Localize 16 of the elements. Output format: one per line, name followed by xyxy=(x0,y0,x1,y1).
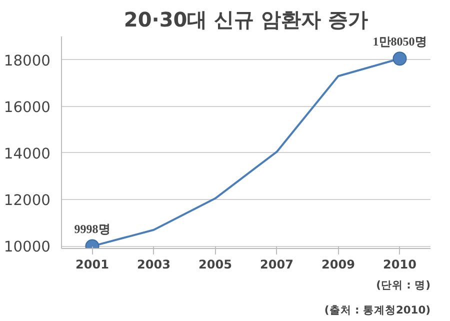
x-tick-label: 2010 xyxy=(383,258,416,272)
x-tick-label: 2001 xyxy=(76,258,109,272)
x-tick-label: 2009 xyxy=(322,258,355,272)
y-tick-label: 18000 xyxy=(4,52,50,70)
x-tick-label: 2005 xyxy=(198,258,232,272)
text: (단위 : 명) xyxy=(376,278,430,292)
text: (출처 : 통계청2010) xyxy=(324,304,431,316)
y-tick-label: 10000 xyxy=(4,238,50,256)
x-tick-label: 2003 xyxy=(137,258,170,272)
data-label: 1만8050명 xyxy=(372,34,427,49)
chart-title: 20·30대 신규 암환자 증가 xyxy=(124,8,368,32)
y-tick-label: 14000 xyxy=(4,145,50,162)
data-label: 9998명 xyxy=(74,222,110,236)
x-tick-label: 2007 xyxy=(260,258,294,272)
y-tick-label: 16000 xyxy=(4,98,50,116)
y-tick-label: 12000 xyxy=(4,192,50,210)
